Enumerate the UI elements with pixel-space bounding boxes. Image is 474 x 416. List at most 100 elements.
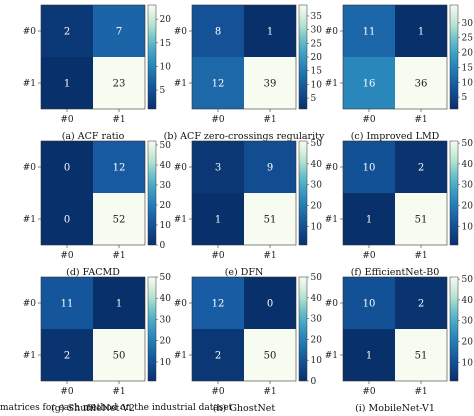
colorbar-tick-label: 20 <box>160 337 172 347</box>
cell-value-label: 2 <box>64 27 70 38</box>
colorbar <box>147 140 157 246</box>
colorbar-tick-label: 35 <box>311 12 323 22</box>
cell-r0-c0 <box>343 277 395 329</box>
colorbar-tick-label: 20 <box>311 201 323 211</box>
panel-caption: (b) ACF zero-crossings regularity <box>164 131 325 142</box>
cell-value-label: 2 <box>418 163 424 174</box>
colorbar-tick-label: 20 <box>160 15 172 25</box>
heatmap-panel-5: 3 9 1 51 #0 #1 #0 #1 10 20 30 40 50 (e) DFN <box>174 139 323 278</box>
figure-caption-footer: matrices for each method on the industri… <box>0 403 233 413</box>
matrix-frame <box>342 4 448 110</box>
row-tick-label: #1 <box>325 215 338 225</box>
cell-value-label: 51 <box>415 351 428 362</box>
colorbar <box>449 4 459 110</box>
colorbar-tick-label: 10 <box>311 222 323 232</box>
colorbar-tick-label: 40 <box>160 161 172 171</box>
row-tick-label: #0 <box>325 27 339 37</box>
panel-caption: (g) ShuffleNet-V2 <box>51 403 135 414</box>
cell-value-label: 23 <box>113 79 126 90</box>
colorbar-tick-label: 25 <box>311 39 323 49</box>
panel-caption: (i) MobileNet-V1 <box>355 403 435 414</box>
cell-r1-c1 <box>395 57 447 109</box>
cell-r1-c1 <box>93 57 145 109</box>
matrix-frame <box>40 140 146 246</box>
col-tick-label: #1 <box>263 251 276 261</box>
cell-r0-c1 <box>93 141 145 193</box>
cell-value-label: 9 <box>267 163 273 174</box>
col-tick-label: #1 <box>263 387 276 397</box>
cell-value-label: 1 <box>215 215 221 226</box>
cell-r1-c0 <box>343 193 395 245</box>
colorbar-tick-label: 30 <box>462 181 474 191</box>
cell-r0-c0 <box>192 141 244 193</box>
colorbar-tick-label: 30 <box>462 19 474 29</box>
cell-r0-c1 <box>395 141 447 193</box>
cell-value-label: 11 <box>61 299 74 310</box>
row-tick-label: #0 <box>23 163 37 173</box>
panel-caption: (c) Improved LMD <box>351 131 440 142</box>
matrix-frame <box>40 276 146 382</box>
col-tick-label: #1 <box>414 251 427 261</box>
col-tick-label: #0 <box>362 387 376 397</box>
cell-r0-c1 <box>395 5 447 57</box>
colorbar-tick-label: 10 <box>160 358 172 368</box>
panel-caption: (h) GhostNet <box>213 403 276 414</box>
row-tick-label: #0 <box>325 299 339 309</box>
colorbar-tick-label: 50 <box>311 139 323 149</box>
col-tick-label: #1 <box>263 115 276 125</box>
heatmap-panel-6: 10 2 1 51 #0 #1 #0 #1 10 20 30 40 50 (f) EfficientNet… <box>325 139 474 278</box>
cell-value-label: 1 <box>366 351 372 362</box>
col-tick-label: #0 <box>211 115 225 125</box>
cell-r0-c0 <box>343 141 395 193</box>
matrix-frame <box>191 276 297 382</box>
colorbar <box>147 276 157 382</box>
colorbar-tick-label: 5 <box>311 94 317 104</box>
colorbar-tick-label: 15 <box>160 39 172 49</box>
row-tick-label: #1 <box>23 351 36 361</box>
cell-value-label: 51 <box>264 215 277 226</box>
colorbar-tick-label: 10 <box>160 62 172 72</box>
cell-value-label: 1 <box>418 27 424 38</box>
colorbar-tick-label: 15 <box>311 67 323 77</box>
panel-caption: (a) ACF ratio <box>62 131 125 142</box>
colorbar-tick-label: 0 <box>311 377 317 387</box>
row-tick-label: #0 <box>23 27 37 37</box>
cell-value-label: 16 <box>363 79 376 90</box>
cell-r1-c1 <box>395 329 447 381</box>
colorbar-tick-label: 50 <box>462 139 474 149</box>
cell-r1-c0 <box>192 329 244 381</box>
heatmap-panel-2: 8 1 12 39 #0 #1 #0 #1 5 10 15 20 25 30 35 (b) ACF zero-… <box>164 4 325 142</box>
row-tick-label: #0 <box>174 27 188 37</box>
heatmap-panel-4: 0 12 0 52 #0 #1 #0 #1 0 10 20 30 40 50 (d) FACMD <box>23 140 172 278</box>
cell-value-label: 3 <box>215 163 221 174</box>
panel-caption: (f) EfficientNet-B0 <box>351 267 440 278</box>
colorbar-tick-label: 10 <box>462 358 474 368</box>
cell-value-label: 12 <box>113 163 126 174</box>
matrix-frame <box>191 4 297 110</box>
colorbar-tick-label: 30 <box>311 315 323 325</box>
col-tick-label: #0 <box>211 387 225 397</box>
colorbar-tick-label: 30 <box>311 181 323 191</box>
colorbar-tick-label: 40 <box>462 160 474 170</box>
col-tick-label: #1 <box>112 387 125 397</box>
col-tick-label: #1 <box>414 115 427 125</box>
cell-value-label: 2 <box>215 351 221 362</box>
cell-r1-c0 <box>41 329 93 381</box>
cell-r0-c0 <box>192 5 244 57</box>
row-tick-label: #0 <box>174 299 188 309</box>
matrix-frame <box>342 276 448 382</box>
colorbar-tick-label: 5 <box>462 93 468 103</box>
cell-r0-c0 <box>41 141 93 193</box>
colorbar-tick-label: 15 <box>462 63 474 73</box>
cell-r0-c1 <box>93 277 145 329</box>
col-tick-label: #0 <box>60 115 74 125</box>
colorbar-tick-label: 40 <box>311 160 323 170</box>
colorbar-tick-label: 20 <box>311 335 323 345</box>
colorbar-tick-label: 20 <box>462 49 474 59</box>
colorbar-tick-label: 30 <box>160 181 172 191</box>
colorbar-tick-label: 30 <box>160 315 172 325</box>
row-tick-label: #1 <box>23 215 36 225</box>
